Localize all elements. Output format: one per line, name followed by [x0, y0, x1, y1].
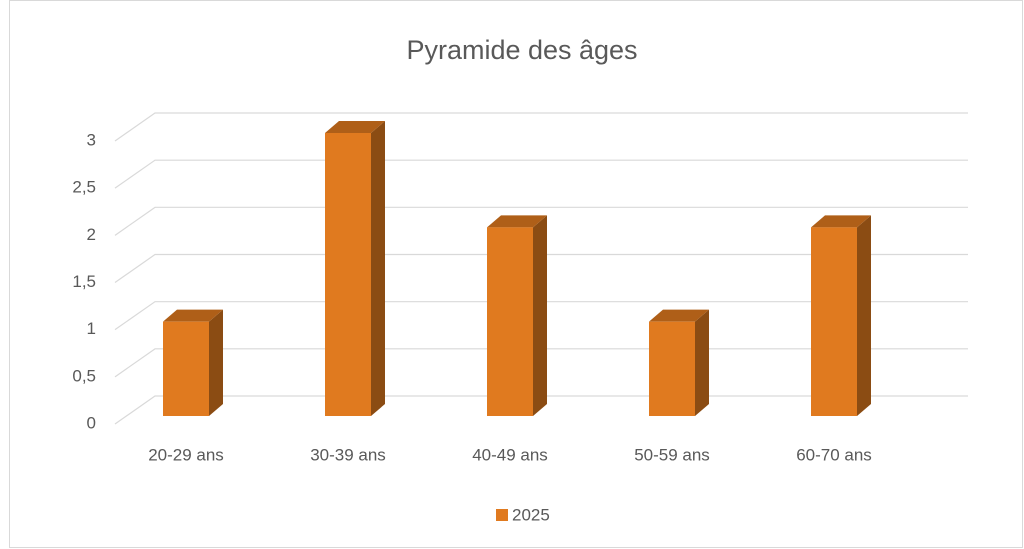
legend-swatch [496, 509, 508, 521]
x-tick-label: 50-59 ans [634, 445, 710, 464]
y-tick-label: 0 [87, 413, 96, 432]
bar [163, 321, 209, 416]
chart-title: Pyramide des âges [406, 35, 637, 65]
bar-side [371, 121, 385, 416]
x-tick-label: 20-29 ans [148, 445, 224, 464]
y-tick-label: 0,5 [72, 366, 96, 385]
y-tick-label: 1 [87, 319, 96, 338]
bar-top [163, 309, 223, 322]
grid-line [114, 206, 968, 236]
y-tick-label: 2,5 [72, 178, 96, 197]
bar-side [533, 215, 547, 416]
grid-line [114, 301, 968, 331]
bar-side [695, 309, 709, 416]
bar [487, 227, 533, 416]
bar-top [325, 121, 385, 133]
x-tick-label: 30-39 ans [310, 445, 386, 464]
bar [325, 133, 371, 416]
x-tick-label: 60-70 ans [796, 445, 872, 464]
y-tick-label: 3 [87, 130, 96, 149]
y-tick-label: 2 [87, 225, 96, 244]
bar [811, 227, 857, 416]
x-tick-label: 40-49 ans [472, 445, 548, 464]
bar-side [209, 309, 223, 416]
bar-side [857, 215, 871, 416]
grid-line [114, 112, 968, 142]
bar-top [649, 309, 709, 322]
bar-top [487, 215, 547, 228]
grid-line [114, 159, 968, 189]
grid-line [114, 253, 968, 283]
bar [649, 321, 695, 416]
bar-top [811, 215, 871, 228]
legend-label: 2025 [512, 505, 550, 524]
y-tick-label: 1,5 [72, 272, 96, 291]
